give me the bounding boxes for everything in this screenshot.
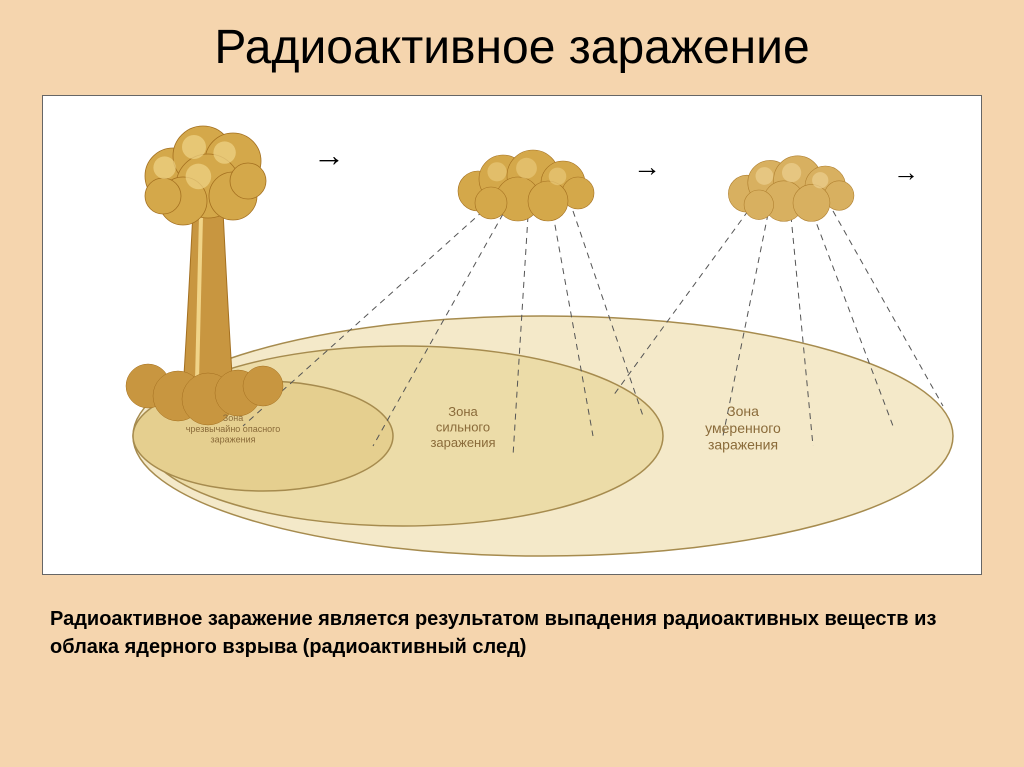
diagram-frame: →→→ЗонаумеренногозараженияЗонасильногоза… (42, 95, 982, 575)
svg-text:→: → (893, 157, 919, 187)
diagram-svg: →→→ЗонаумеренногозараженияЗонасильногоза… (43, 96, 982, 575)
caption-text: Радиоактивное заражение является результ… (40, 605, 984, 661)
slide-title: Радиоактивное заражение (40, 20, 984, 75)
svg-text:→: → (313, 137, 345, 173)
svg-text:→: → (633, 151, 661, 182)
slide: Радиоактивное заражение →→→Зонаумеренног… (0, 0, 1024, 767)
